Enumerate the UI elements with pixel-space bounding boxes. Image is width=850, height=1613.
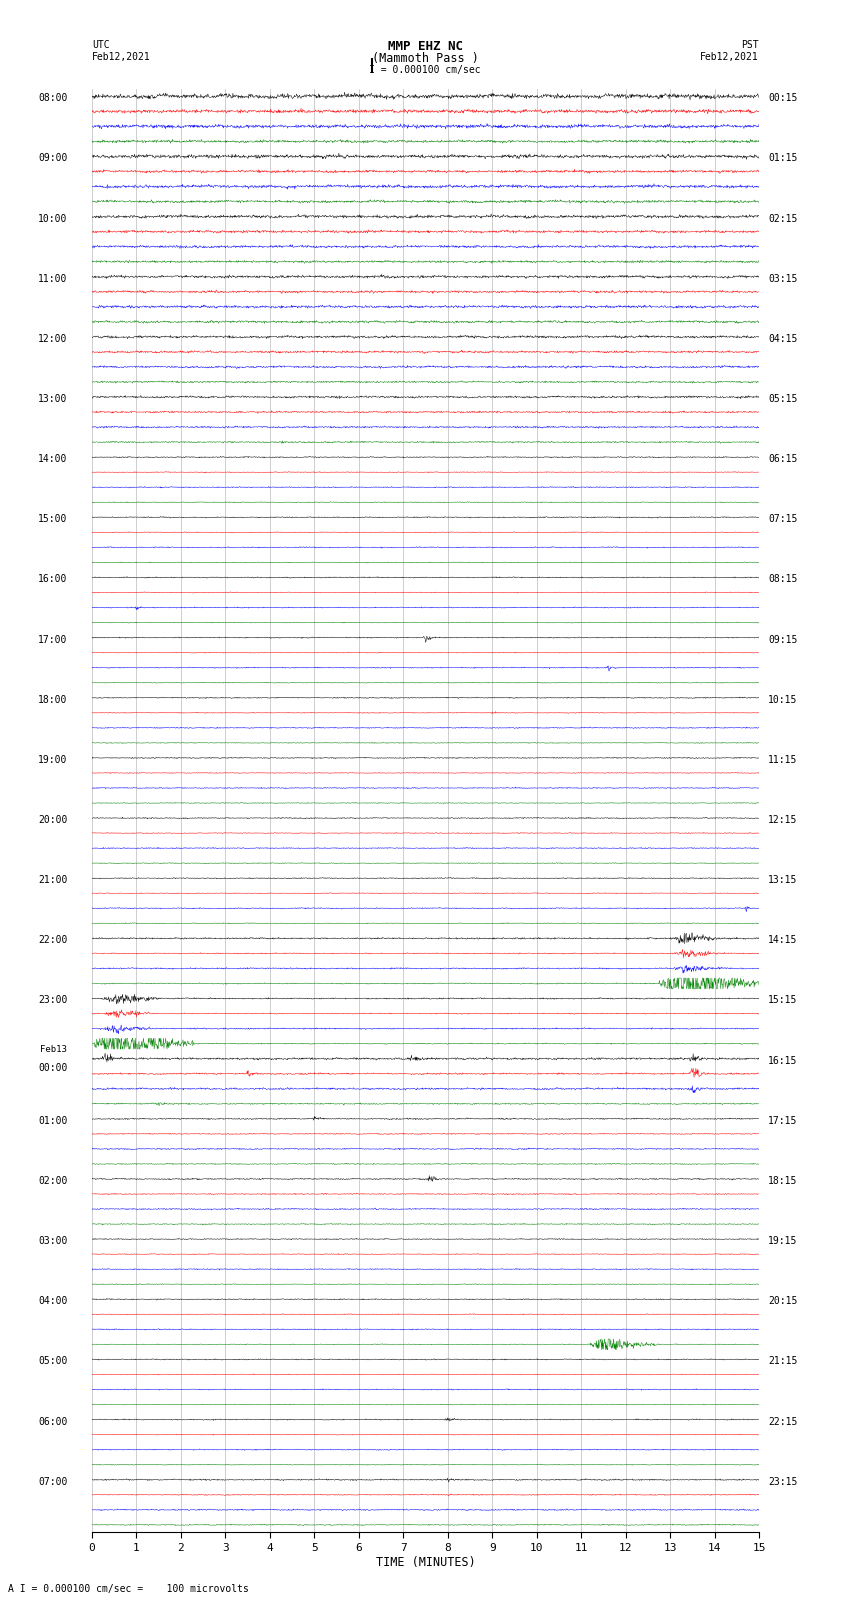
Text: 09:15: 09:15 (768, 634, 797, 645)
Text: 21:00: 21:00 (38, 876, 67, 886)
Text: A I = 0.000100 cm/sec =    100 microvolts: A I = 0.000100 cm/sec = 100 microvolts (8, 1584, 249, 1594)
Text: 09:00: 09:00 (38, 153, 67, 163)
Text: 18:00: 18:00 (38, 695, 67, 705)
Text: 23:00: 23:00 (38, 995, 67, 1005)
Text: 04:15: 04:15 (768, 334, 797, 344)
Text: Feb12,2021: Feb12,2021 (92, 52, 150, 61)
Text: 01:15: 01:15 (768, 153, 797, 163)
Text: 14:15: 14:15 (768, 936, 797, 945)
Text: 17:00: 17:00 (38, 634, 67, 645)
Text: 22:00: 22:00 (38, 936, 67, 945)
Text: 03:00: 03:00 (38, 1236, 67, 1247)
Text: 10:00: 10:00 (38, 213, 67, 224)
Text: MMP EHZ NC: MMP EHZ NC (388, 40, 462, 53)
Text: 23:15: 23:15 (768, 1478, 797, 1487)
Text: 19:00: 19:00 (38, 755, 67, 765)
Text: 08:00: 08:00 (38, 94, 67, 103)
Text: 13:15: 13:15 (768, 876, 797, 886)
Text: 16:00: 16:00 (38, 574, 67, 584)
Text: Feb12,2021: Feb12,2021 (700, 52, 759, 61)
Text: UTC: UTC (92, 40, 110, 50)
Text: 15:15: 15:15 (768, 995, 797, 1005)
Text: 01:00: 01:00 (38, 1116, 67, 1126)
Text: 13:00: 13:00 (38, 394, 67, 403)
X-axis label: TIME (MINUTES): TIME (MINUTES) (376, 1555, 475, 1568)
Text: 11:15: 11:15 (768, 755, 797, 765)
Text: 02:15: 02:15 (768, 213, 797, 224)
Text: 02:00: 02:00 (38, 1176, 67, 1186)
Text: 21:15: 21:15 (768, 1357, 797, 1366)
Text: 05:15: 05:15 (768, 394, 797, 403)
Text: 17:15: 17:15 (768, 1116, 797, 1126)
Text: 12:00: 12:00 (38, 334, 67, 344)
Text: 08:15: 08:15 (768, 574, 797, 584)
Text: Feb13: Feb13 (41, 1045, 67, 1055)
Text: 14:00: 14:00 (38, 455, 67, 465)
Text: PST: PST (741, 40, 759, 50)
Text: (Mammoth Pass ): (Mammoth Pass ) (371, 52, 479, 65)
Text: 07:15: 07:15 (768, 515, 797, 524)
Text: 12:15: 12:15 (768, 815, 797, 824)
Text: 05:00: 05:00 (38, 1357, 67, 1366)
Text: 00:00: 00:00 (38, 1063, 67, 1073)
Text: 19:15: 19:15 (768, 1236, 797, 1247)
Text: I = 0.000100 cm/sec: I = 0.000100 cm/sec (369, 65, 481, 74)
Text: 03:15: 03:15 (768, 274, 797, 284)
Text: 04:00: 04:00 (38, 1297, 67, 1307)
Text: 20:15: 20:15 (768, 1297, 797, 1307)
Text: 11:00: 11:00 (38, 274, 67, 284)
Text: 20:00: 20:00 (38, 815, 67, 824)
Text: 10:15: 10:15 (768, 695, 797, 705)
Text: 18:15: 18:15 (768, 1176, 797, 1186)
Text: 22:15: 22:15 (768, 1416, 797, 1426)
Text: 07:00: 07:00 (38, 1478, 67, 1487)
Text: 16:15: 16:15 (768, 1055, 797, 1066)
Text: 15:00: 15:00 (38, 515, 67, 524)
Text: 00:15: 00:15 (768, 94, 797, 103)
Text: 06:15: 06:15 (768, 455, 797, 465)
Text: 06:00: 06:00 (38, 1416, 67, 1426)
